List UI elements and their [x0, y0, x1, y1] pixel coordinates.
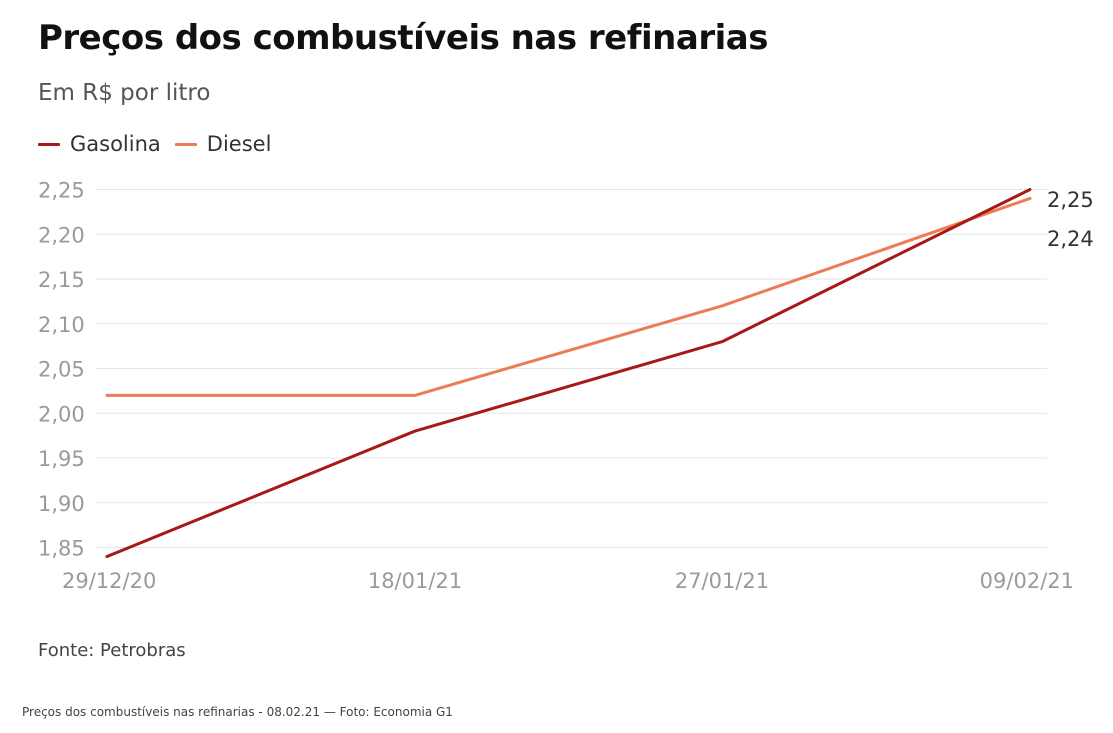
chart-card: Preços dos combustíveis nas refinarias E… — [38, 18, 1094, 661]
chart-legend: Gasolina Diesel — [38, 132, 285, 156]
y-tick-label: 1,95 — [38, 447, 85, 471]
x-tick-label: 18/01/21 — [368, 569, 462, 593]
legend-label-gasolina: Gasolina — [70, 132, 161, 156]
end-label-gasolina: 2,25 — [1047, 188, 1094, 212]
line-chart: 2,25 2,20 2,15 2,10 2,05 2,00 1,95 1,90 1,85 29/1… — [38, 179, 1094, 594]
y-tick-label: 1,90 — [38, 492, 85, 516]
image-caption: Preços dos combustíveis nas refinarias -… — [22, 705, 453, 719]
x-tick-label: 29/12/20 — [62, 569, 156, 593]
y-tick-label: 2,15 — [38, 268, 85, 292]
x-tick-label: 09/02/21 — [980, 569, 1074, 593]
chart-source: Fonte: Petrobras — [38, 640, 186, 661]
chart-title: Preços dos combustíveis nas refinarias — [38, 18, 768, 58]
series-line-gasolina — [105, 188, 1032, 558]
y-tick-label: 2,20 — [38, 223, 85, 247]
series-line-diesel — [105, 196, 1032, 397]
y-tick-label: 2,25 — [38, 179, 85, 203]
y-tick-label: 2,05 — [38, 358, 85, 382]
legend-swatch-gasolina — [38, 142, 60, 146]
legend-item-diesel: Diesel — [174, 132, 272, 156]
y-tick-label: 2,00 — [38, 402, 85, 426]
x-tick-label: 27/01/21 — [675, 569, 769, 593]
y-tick-label: 1,85 — [38, 537, 85, 561]
y-tick-label: 2,10 — [38, 313, 85, 337]
chart-subtitle: Em R$ por litro — [38, 80, 211, 106]
end-label-diesel: 2,24 — [1047, 227, 1094, 251]
legend-label-diesel: Diesel — [206, 132, 272, 156]
legend-item-gasolina: Gasolina — [38, 132, 161, 156]
legend-swatch-diesel — [174, 142, 197, 146]
